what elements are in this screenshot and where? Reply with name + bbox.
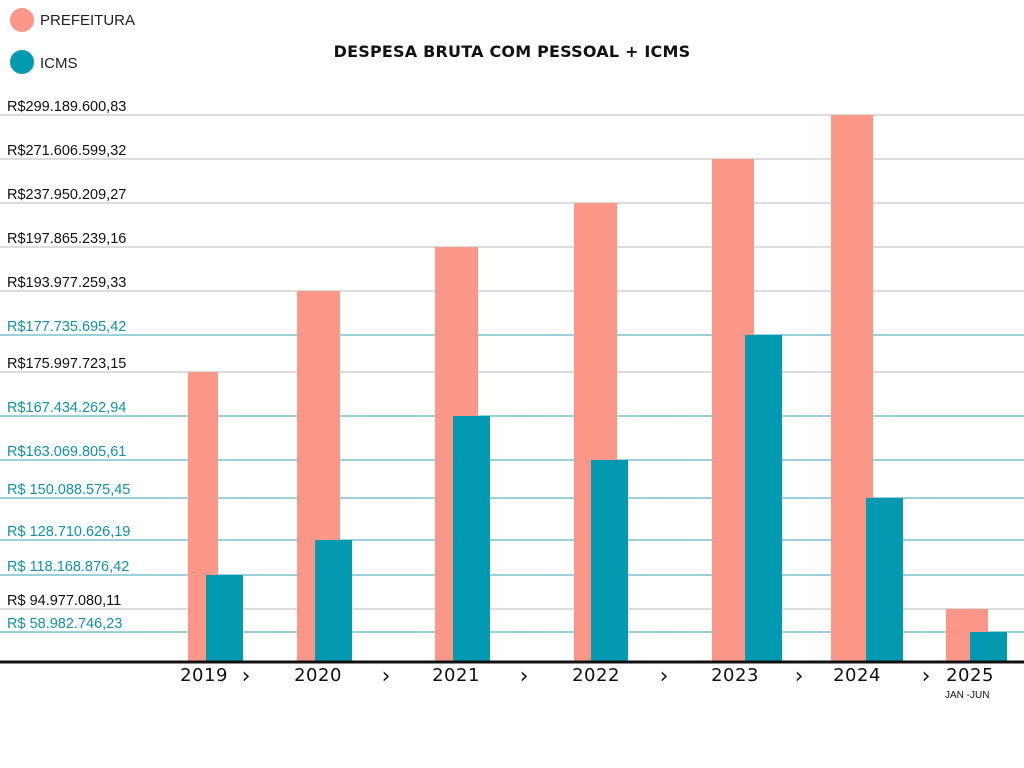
y-tick-label: R$ 118.168.876,42 — [7, 559, 129, 575]
y-tick-label: R$ 150.088.575,45 — [7, 482, 130, 498]
bar-icms-2023 — [745, 335, 782, 662]
y-tick-label: R$271.606.599,32 — [7, 143, 126, 159]
separator-chevron: › — [242, 664, 251, 689]
y-tick-label: R$167.434.262,94 — [7, 400, 126, 416]
separator-chevron: › — [660, 664, 669, 689]
legend-dot-icms — [10, 50, 34, 74]
separator-chevron: › — [922, 664, 931, 689]
y-tick-label: R$197.865.239,16 — [7, 231, 126, 247]
x-tick-label-2020: 2020 — [294, 665, 342, 686]
bar-icms-2021 — [453, 416, 490, 662]
y-tick-label: R$163.069.805,61 — [7, 444, 126, 460]
y-tick-label: R$ 58.982.746,23 — [7, 616, 122, 632]
x-tick-label-2024: 2024 — [833, 665, 881, 686]
y-tick-label: R$237.950.209,27 — [7, 187, 126, 203]
chart-title: DESPESA BRUTA COM PESSOAL + ICMS — [333, 42, 691, 61]
legend-label-icms: ICMS — [40, 55, 78, 72]
x-tick-label-2019: 2019 — [180, 665, 228, 686]
x-tick-label-2023: 2023 — [711, 665, 759, 686]
y-tick-label: R$ 94.977.080,11 — [7, 593, 121, 609]
separator-chevron: › — [382, 664, 391, 689]
x-tick-label-2022: 2022 — [572, 665, 620, 686]
x-tick-label-2021: 2021 — [432, 665, 480, 686]
bar-icms-2025 — [970, 632, 1007, 662]
separator-chevron: › — [795, 664, 804, 689]
bar-icms-2022 — [591, 460, 628, 662]
separator-chevron: › — [520, 664, 529, 689]
legend-dot-prefeitura — [10, 8, 34, 32]
x-tick-label-2025: 2025 — [946, 665, 994, 686]
bar-icms-2019 — [206, 575, 243, 662]
y-tick-label: R$ 128.710.626,19 — [7, 524, 130, 540]
y-tick-label: R$299.189.600,83 — [7, 99, 126, 115]
category-note-2025: JAN -JUN — [945, 690, 990, 701]
y-tick-label: R$175.997.723,15 — [7, 356, 126, 372]
y-tick-label: R$177.735.695,42 — [7, 319, 126, 335]
legend-label-prefeitura: PREFEITURA — [40, 12, 136, 29]
bar-icms-2024 — [866, 498, 903, 662]
y-tick-label: R$193.977.259,33 — [7, 275, 126, 291]
bar-icms-2020 — [315, 540, 352, 662]
